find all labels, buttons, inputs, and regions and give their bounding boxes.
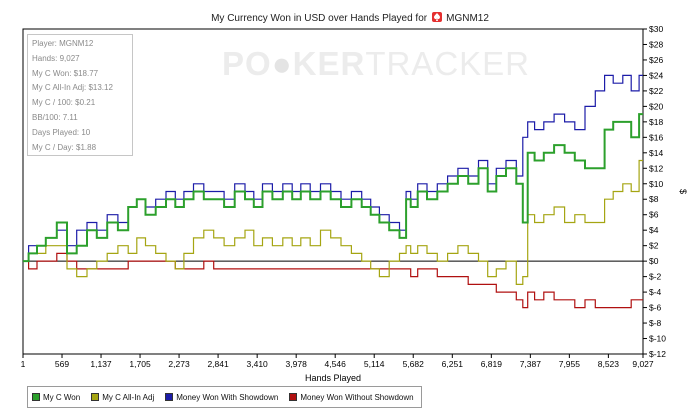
series-line-money-won-without-showdown — [23, 252, 643, 309]
x-tick-label: 569 — [55, 359, 69, 369]
legend-swatch — [32, 393, 40, 401]
y-tick-label: $-10 — [649, 334, 666, 344]
plot-area-border — [22, 28, 644, 355]
y-tick-label: $-12 — [649, 349, 666, 359]
x-tick-label: 4,546 — [325, 359, 347, 369]
legend-swatch — [289, 393, 298, 401]
x-tick-label: 2,273 — [168, 359, 190, 369]
x-tick-label: 6,251 — [442, 359, 464, 369]
x-tick-label: 1 — [21, 359, 26, 369]
x-tick-label: 5,682 — [403, 359, 425, 369]
y-tick-label: $8 — [649, 194, 659, 204]
x-tick-label: 8,523 — [598, 359, 620, 369]
y-tick-label: $12 — [649, 163, 663, 173]
x-tick-label: 6,819 — [481, 359, 503, 369]
y-tick-label: $4 — [649, 225, 659, 235]
series-line-my-c-won — [23, 113, 643, 263]
y-tick-label: $-4 — [649, 287, 662, 297]
x-tick-label: 3,978 — [286, 359, 308, 369]
legend-swatch — [165, 393, 174, 401]
stats-box: Player: MGNM12 Hands: 9,027 My C Won: $1… — [27, 34, 133, 156]
y-tick-label: $0 — [649, 256, 659, 266]
y-tick-label: $16 — [649, 132, 663, 142]
poker-chip-icon: ● — [271, 45, 293, 82]
pokertracker-watermark: PO●KERTRACKER — [222, 45, 530, 82]
y-tick-label: $6 — [649, 210, 659, 220]
y-tick-label: $20 — [649, 101, 663, 111]
y-tick-label: $22 — [649, 86, 663, 96]
legend-item-allin-adj[interactable]: My C All-In Adj — [91, 393, 154, 402]
chart-title-text: My Currency Won in USD over Hands Played… — [211, 13, 428, 24]
x-tick-label: 1,705 — [129, 359, 151, 369]
spade-icon — [432, 12, 443, 22]
stat-days: Days Played: 10 — [32, 127, 91, 137]
x-tick-label: 3,410 — [247, 359, 269, 369]
x-tick-label: 9,027 — [632, 359, 654, 369]
x-tick-label: 5,114 — [364, 359, 385, 369]
y-tick-label: $30 — [649, 24, 663, 34]
stat-allin-adj: My C All-In Adj: $13.12 — [32, 83, 113, 93]
series-line-my-c-all-in-adj — [23, 159, 643, 285]
stat-hands: Hands: 9,027 — [32, 53, 80, 63]
y-tick-label: $18 — [649, 117, 663, 127]
legend-swatch — [91, 393, 100, 401]
chart-title-player: MGNM12 — [446, 13, 489, 24]
x-tick-label: 1,137 — [90, 359, 112, 369]
chart-legend: My C Won My C All-In Adj Money Won With … — [27, 386, 422, 408]
x-tick-label: 7,387 — [520, 359, 542, 369]
stat-bb-100: BB/100: 7.11 — [32, 112, 78, 122]
y-tick-label: $2 — [649, 241, 659, 251]
stat-player: Player: MGNM12 — [32, 39, 94, 48]
y-tick-label: $-2 — [649, 272, 662, 282]
x-tick-label: 7,955 — [559, 359, 581, 369]
stat-won: My C Won: $18.77 — [32, 68, 99, 78]
chart-title: My Currency Won in USD over Hands Played… — [0, 11, 700, 24]
legend-item-without-showdown[interactable]: Money Won Without Showdown — [289, 393, 414, 402]
y-tick-label: $10 — [649, 179, 663, 189]
y-tick-label: $-6 — [649, 303, 662, 313]
y-tick-label: $-8 — [649, 318, 662, 328]
y-axis-label: $ — [678, 189, 688, 194]
y-tick-label: $24 — [649, 70, 663, 80]
x-axis-label: Hands Played — [305, 373, 361, 383]
y-tick-label: $28 — [649, 39, 663, 49]
legend-item-my-c-won[interactable]: My C Won — [32, 393, 80, 402]
legend-item-with-showdown[interactable]: Money Won With Showdown — [165, 393, 278, 402]
x-tick-label: 2,841 — [207, 359, 229, 369]
stat-per-day: My C / Day: $1.88 — [32, 142, 97, 152]
stat-per-100: My C / 100: $0.21 — [32, 98, 96, 108]
y-tick-label: $14 — [649, 148, 663, 158]
y-tick-label: $26 — [649, 55, 663, 65]
